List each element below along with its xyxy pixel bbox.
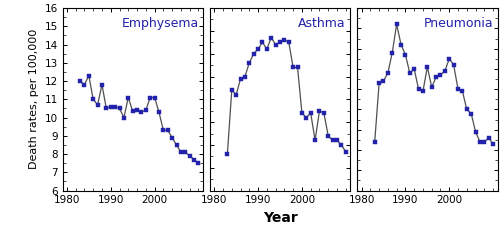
X-axis label: Year: Year bbox=[262, 211, 298, 225]
Text: Emphysema: Emphysema bbox=[122, 17, 198, 30]
Y-axis label: Death rates, per 100,000: Death rates, per 100,000 bbox=[29, 29, 39, 170]
Text: Pneumonia: Pneumonia bbox=[424, 17, 494, 30]
Text: Asthma: Asthma bbox=[298, 17, 346, 30]
